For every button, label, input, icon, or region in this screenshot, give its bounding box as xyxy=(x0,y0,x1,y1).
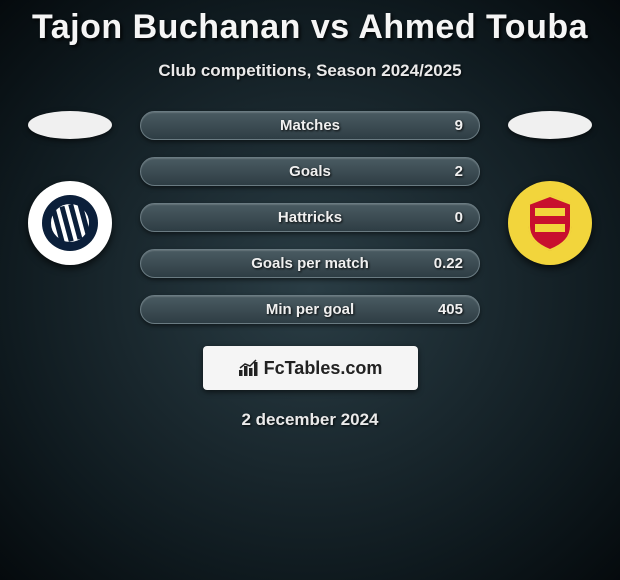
stat-value: 0.22 xyxy=(434,255,463,272)
logo-text: FcTables.com xyxy=(264,358,383,379)
stats-list: Matches 9 Goals 2 Hattricks 0 Goals per … xyxy=(140,111,480,324)
stat-row: Goals per match 0.22 xyxy=(140,249,480,278)
stat-row: Min per goal 405 xyxy=(140,295,480,324)
left-player-photo-placeholder xyxy=(28,111,112,139)
stat-value: 9 xyxy=(455,117,463,134)
stat-row: Goals 2 xyxy=(140,157,480,186)
right-club-badge xyxy=(508,181,592,265)
bar-chart-icon xyxy=(238,359,260,377)
stat-value: 405 xyxy=(438,301,463,318)
stat-row: Matches 9 xyxy=(140,111,480,140)
comparison-panel: Matches 9 Goals 2 Hattricks 0 Goals per … xyxy=(0,111,620,324)
stat-label: Goals xyxy=(289,163,331,180)
kv-mechelen-icon xyxy=(525,194,575,252)
stat-value: 2 xyxy=(455,163,463,180)
stat-row: Hattricks 0 xyxy=(140,203,480,232)
stat-label: Min per goal xyxy=(266,301,354,318)
subtitle: Club competitions, Season 2024/2025 xyxy=(0,61,620,81)
club-brugge-icon xyxy=(40,193,100,253)
page-title: Tajon Buchanan vs Ahmed Touba xyxy=(0,0,620,47)
stat-label: Goals per match xyxy=(251,255,369,272)
date-label: 2 december 2024 xyxy=(0,410,620,430)
left-player-column xyxy=(20,111,120,265)
right-player-photo-placeholder xyxy=(508,111,592,139)
left-club-badge xyxy=(28,181,112,265)
fctables-logo[interactable]: FcTables.com xyxy=(203,346,418,390)
stat-label: Hattricks xyxy=(278,209,342,226)
stat-label: Matches xyxy=(280,117,340,134)
stat-value: 0 xyxy=(455,209,463,226)
right-player-column xyxy=(500,111,600,265)
